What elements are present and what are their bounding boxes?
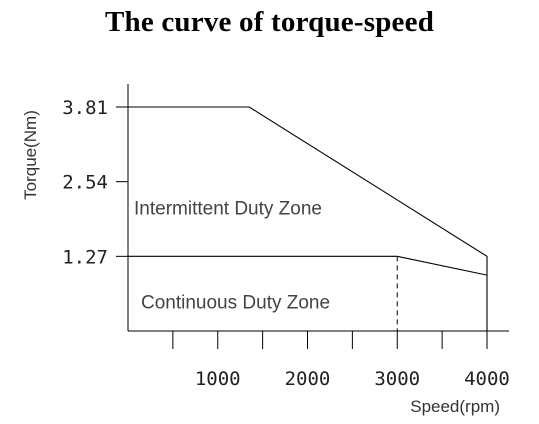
series-line-2 xyxy=(128,255,488,276)
chart-title: The curve of torque-speed xyxy=(104,6,435,38)
zone-label: Continuous Duty Zone xyxy=(141,293,330,314)
x-tick-label: 4000 xyxy=(464,368,510,390)
series xyxy=(128,106,488,331)
labels: Intermittent Duty Zone Continuous Duty Zo… xyxy=(21,110,500,416)
zone-label: Intermittent Duty Zone xyxy=(134,199,322,220)
y-tick-label: 2.54 xyxy=(62,172,108,194)
x-tick-label: 1000 xyxy=(195,368,241,390)
x-axis-label: Speed(rpm) xyxy=(410,397,500,416)
ticks: 1000 2000 3000 4000 3.81 2.54 1.27 xyxy=(62,97,510,390)
x-tick-label: 3000 xyxy=(374,368,420,390)
axes xyxy=(127,84,509,332)
y-tick-label: 3.81 xyxy=(62,97,108,119)
y-axis-label: Torque(Nm) xyxy=(21,110,40,200)
y-tick-label: 1.27 xyxy=(62,246,108,268)
x-tick-label: 2000 xyxy=(285,368,331,390)
series-line-1 xyxy=(128,106,488,331)
